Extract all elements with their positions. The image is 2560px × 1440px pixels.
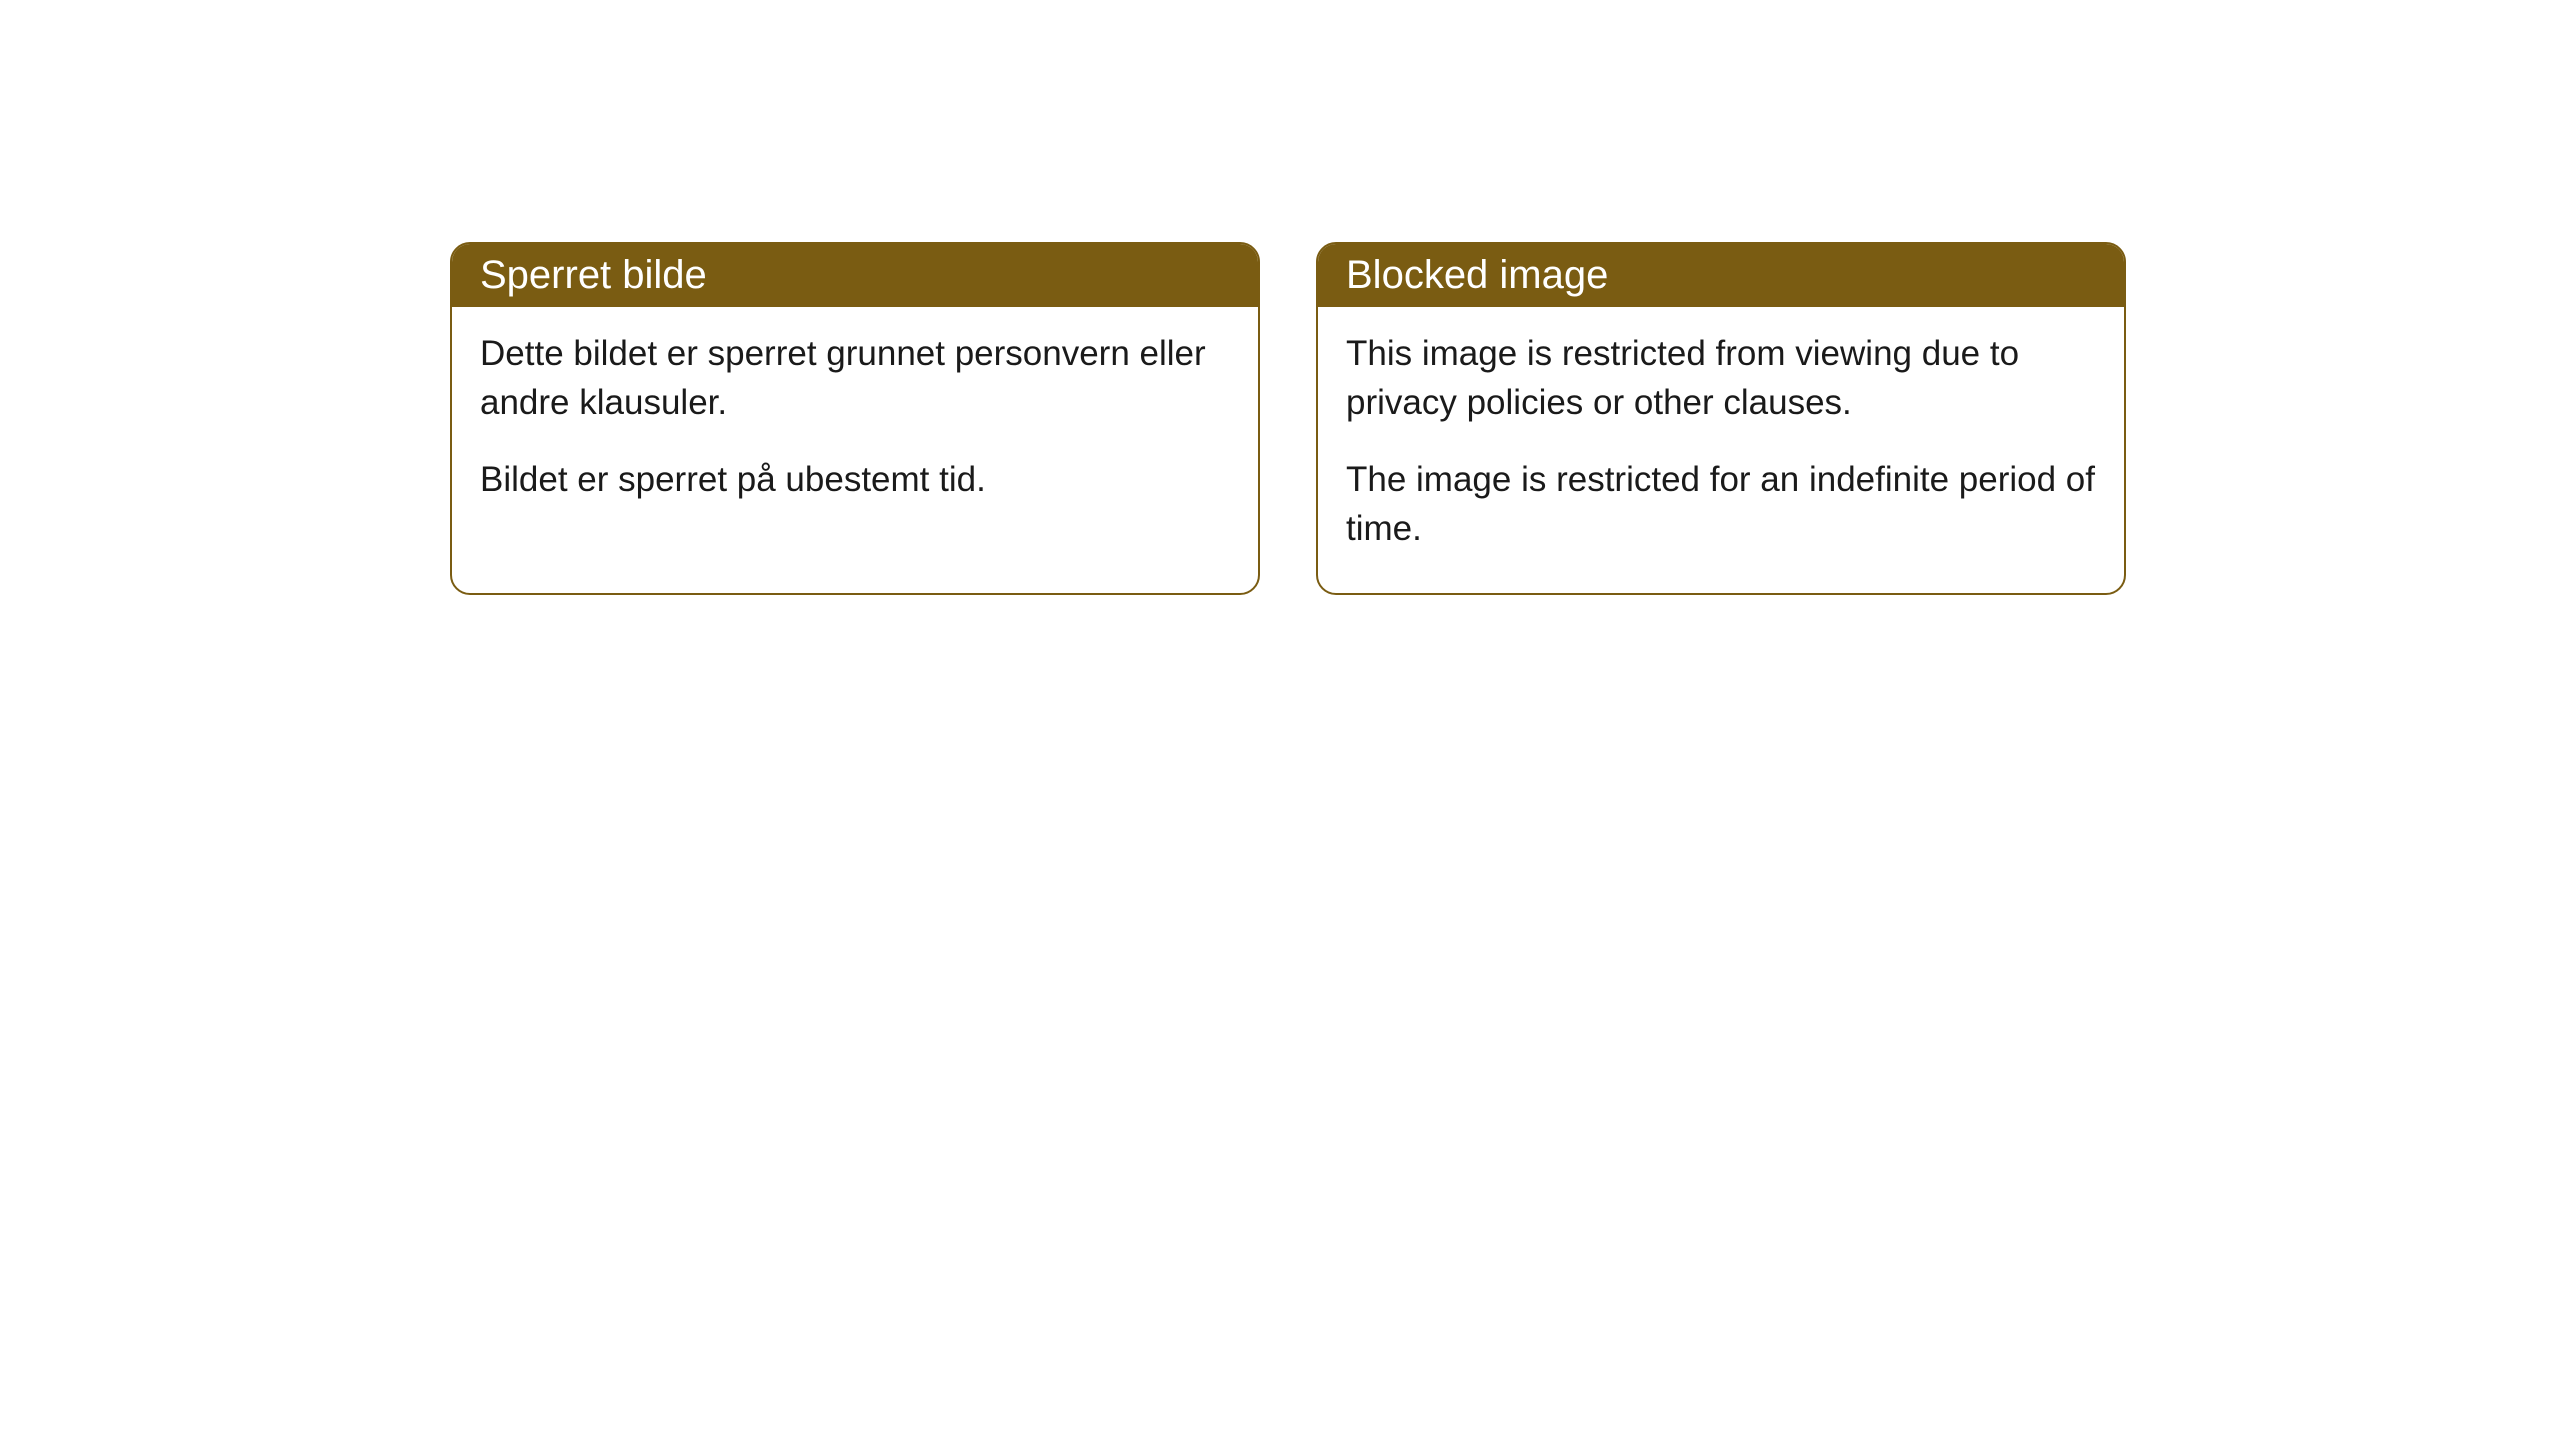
notice-paragraph-2-norwegian: Bildet er sperret på ubestemt tid.: [480, 455, 1230, 504]
notice-body-english: This image is restricted from viewing du…: [1318, 307, 2124, 593]
notice-title-english: Blocked image: [1346, 253, 1608, 297]
notice-title-norwegian: Sperret bilde: [480, 253, 707, 297]
notice-body-norwegian: Dette bildet er sperret grunnet personve…: [452, 307, 1258, 544]
notice-header-english: Blocked image: [1318, 244, 2124, 307]
notice-paragraph-2-english: The image is restricted for an indefinit…: [1346, 455, 2096, 553]
notice-container: Sperret bilde Dette bildet er sperret gr…: [0, 0, 2560, 595]
notice-paragraph-1-english: This image is restricted from viewing du…: [1346, 329, 2096, 427]
notice-paragraph-1-norwegian: Dette bildet er sperret grunnet personve…: [480, 329, 1230, 427]
notice-header-norwegian: Sperret bilde: [452, 244, 1258, 307]
notice-card-english: Blocked image This image is restricted f…: [1316, 242, 2126, 595]
notice-card-norwegian: Sperret bilde Dette bildet er sperret gr…: [450, 242, 1260, 595]
